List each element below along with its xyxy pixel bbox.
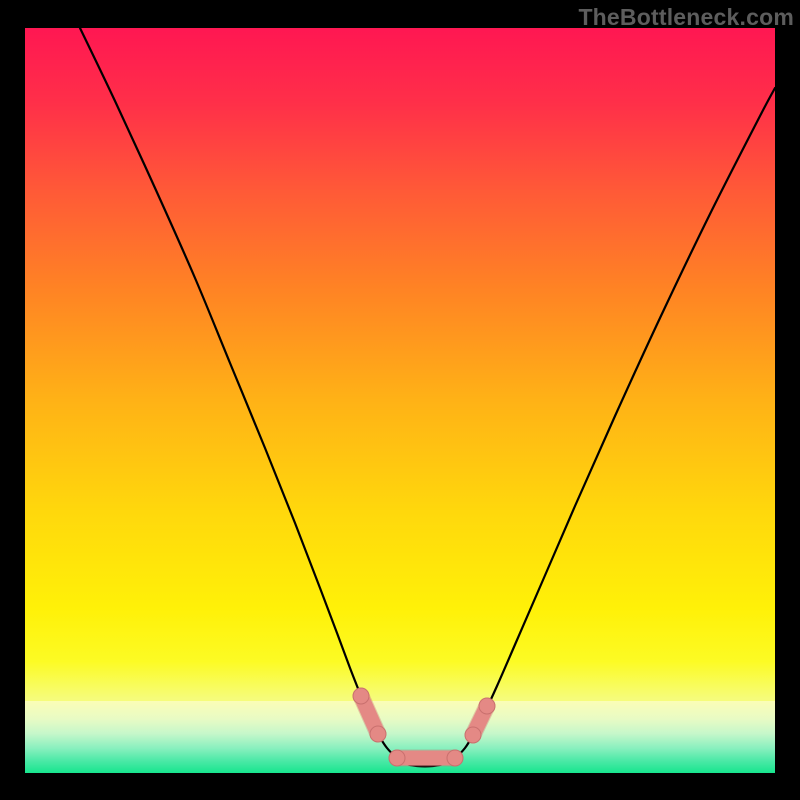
bottleneck-curve [80,28,775,766]
curve-marker-end [447,750,463,766]
curve-marker-end [479,698,495,714]
curve-marker-end [465,727,481,743]
plot-area [25,28,775,773]
outer-frame: TheBottleneck.com [0,0,800,800]
bottleneck-curve-layer [25,28,775,773]
curve-marker-end [353,688,369,704]
curve-marker-end [389,750,405,766]
curve-marker-end [370,726,386,742]
watermark-text: TheBottleneck.com [578,4,794,31]
